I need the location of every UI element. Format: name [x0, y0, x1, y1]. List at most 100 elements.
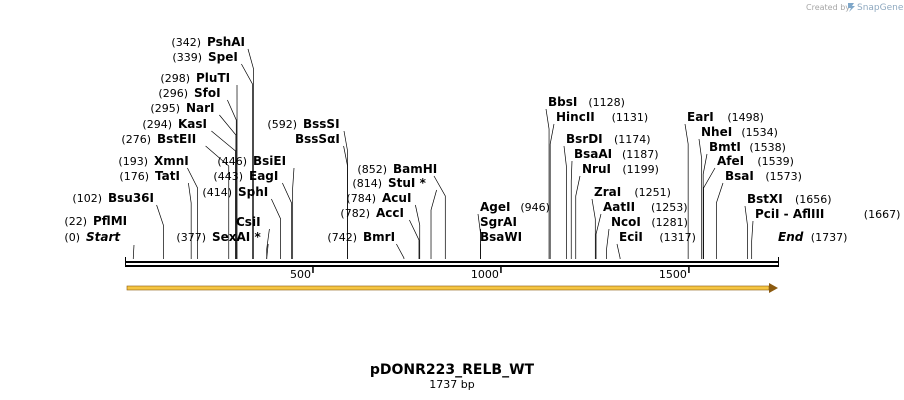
cut-line-bmti: [702, 153, 708, 259]
site-afei[interactable]: AfeI: [717, 154, 744, 168]
site-bmri[interactable]: BmrI: [363, 230, 395, 244]
cut-line-bmri: [396, 243, 405, 259]
cut-line-nhei: [698, 138, 703, 259]
cut-line-xmni: [187, 167, 198, 259]
site-pos-bsssi: (592): [267, 118, 297, 131]
site-pos-nari: (295): [150, 102, 180, 115]
tick-label: 1000: [471, 268, 499, 281]
site-tati[interactable]: TatI: [155, 169, 180, 183]
backbone-top-strand: [125, 261, 779, 263]
site-pos-bsai: (1573): [765, 170, 802, 183]
site-ecii[interactable]: EciI: [619, 230, 643, 244]
site-pos-bsrdi: (1174): [614, 133, 651, 146]
site-ncoi[interactable]: NcoI: [611, 215, 641, 229]
site-xmni[interactable]: XmnI: [154, 154, 189, 168]
site-eari[interactable]: EarI: [687, 110, 714, 124]
tick-label: 500: [290, 268, 311, 281]
site-pflmi[interactable]: PflMI: [93, 214, 127, 228]
site-start[interactable]: Start: [86, 230, 121, 244]
cut-line-bsssi: [343, 130, 348, 259]
site-pos-sfoi: (296): [158, 87, 188, 100]
cut-line-bsiei: [292, 167, 295, 259]
snapgene-credit: Created by SnapGene: [806, 3, 904, 13]
site-bsss-i[interactable]: BssSαI: [295, 132, 340, 146]
site-bbsi[interactable]: BbsI: [548, 95, 577, 109]
site-bsai[interactable]: BsaI: [725, 169, 754, 183]
cut-line-nrui: [575, 175, 581, 259]
cut-line-pflmi: [132, 244, 135, 259]
site-pos-kasi: (294): [142, 118, 172, 131]
cut-line-hincii: [549, 123, 555, 259]
site-zrai[interactable]: ZraI: [594, 185, 621, 199]
site-pos-bstxi: (1656): [795, 193, 832, 206]
site-bsaai[interactable]: BsaAI: [574, 147, 612, 161]
site-pos-sexai: (377): [176, 231, 206, 244]
site-pos-aatii: (1253): [651, 201, 688, 214]
ruler-ticks: 500 1000 1500: [290, 267, 690, 281]
cut-line-ecii: [616, 243, 621, 259]
snapgene-logo-icon: [848, 3, 855, 12]
site-acui[interactable]: AcuI: [382, 191, 411, 205]
cut-line-stui: [430, 189, 437, 259]
site-bsawi[interactable]: BsaWI: [480, 230, 522, 244]
cut-line-eagi: [282, 182, 292, 259]
site-bmti[interactable]: BmtI: [709, 140, 741, 154]
cut-line-bsu36i: [156, 204, 164, 259]
site-pos-bbsi: (1128): [588, 96, 625, 109]
site-pshai[interactable]: PshAI: [207, 35, 245, 49]
site-pos-acui: (784): [346, 192, 376, 205]
site-bamhi[interactable]: BamHI: [393, 162, 437, 176]
cut-line-csii: [266, 228, 270, 259]
site-nrui[interactable]: NruI: [582, 162, 611, 176]
cut-line-spei: [241, 63, 253, 259]
site-pluti[interactable]: PluTI: [196, 71, 230, 85]
site-pos-eari: (1498): [727, 111, 764, 124]
site-pcii-afliii[interactable]: PciI - AflIII: [755, 207, 824, 221]
site-bsu36i[interactable]: Bsu36I: [108, 191, 154, 205]
site-nhei[interactable]: NheI: [701, 125, 732, 139]
site-bsteii[interactable]: BstEII: [157, 132, 196, 146]
site-sexai[interactable]: SexAI *: [212, 230, 261, 244]
site-pos-eagi: (443): [213, 170, 243, 183]
backbone-start-cap: [125, 257, 126, 267]
cut-site-lines: [132, 48, 754, 259]
site-pos-bsu36i: (102): [72, 192, 102, 205]
feature-arrow[interactable]: [126, 283, 778, 293]
site-pos-acci: (782): [340, 207, 370, 220]
site-sgrai[interactable]: SgrAI: [480, 215, 517, 229]
site-pos-bmri: (742): [327, 231, 357, 244]
site-aatii[interactable]: AatII: [603, 200, 635, 214]
site-acci[interactable]: AccI: [376, 206, 404, 220]
site-agei[interactable]: AgeI: [480, 200, 510, 214]
site-hincii[interactable]: HincII: [556, 110, 595, 124]
site-pos-hincii: (1131): [612, 111, 649, 124]
site-spei[interactable]: SpeI: [208, 50, 238, 64]
site-sfoi[interactable]: SfoI: [194, 86, 221, 100]
backbone-end-cap: [778, 257, 779, 267]
site-bsssi[interactable]: BssSI: [303, 117, 340, 131]
site-kasi[interactable]: KasI: [178, 117, 207, 131]
site-pos-bamhi: (852): [357, 163, 387, 176]
cut-line-aatii: [595, 213, 602, 259]
site-nari[interactable]: NarI: [186, 101, 215, 115]
site-sphi[interactable]: SphI: [238, 185, 268, 199]
sequence-backbone: [125, 257, 779, 267]
site-csii[interactable]: CsiI: [236, 215, 261, 229]
site-bsrdi[interactable]: BsrDI: [566, 132, 603, 146]
site-eagi[interactable]: EagI: [249, 169, 278, 183]
cut-line-bstxi: [744, 205, 748, 259]
site-pos-agei: (946): [520, 201, 550, 214]
cut-line-bamhi: [433, 175, 446, 259]
site-pos-sphi: (414): [202, 186, 232, 199]
site-pos-end: (1737): [811, 231, 848, 244]
site-stui[interactable]: StuI *: [388, 176, 427, 190]
site-end[interactable]: End: [778, 230, 804, 244]
site-pos-pluti: (298): [160, 72, 190, 85]
site-bstxi[interactable]: BstXI: [747, 192, 783, 206]
site-bsiei[interactable]: BsiEI: [253, 154, 286, 168]
site-pos-bsaai: (1187): [622, 148, 659, 161]
cut-line-bsteii: [205, 145, 230, 259]
brand-text: SnapGene: [857, 3, 904, 13]
backbone-bottom-strand: [125, 265, 779, 267]
